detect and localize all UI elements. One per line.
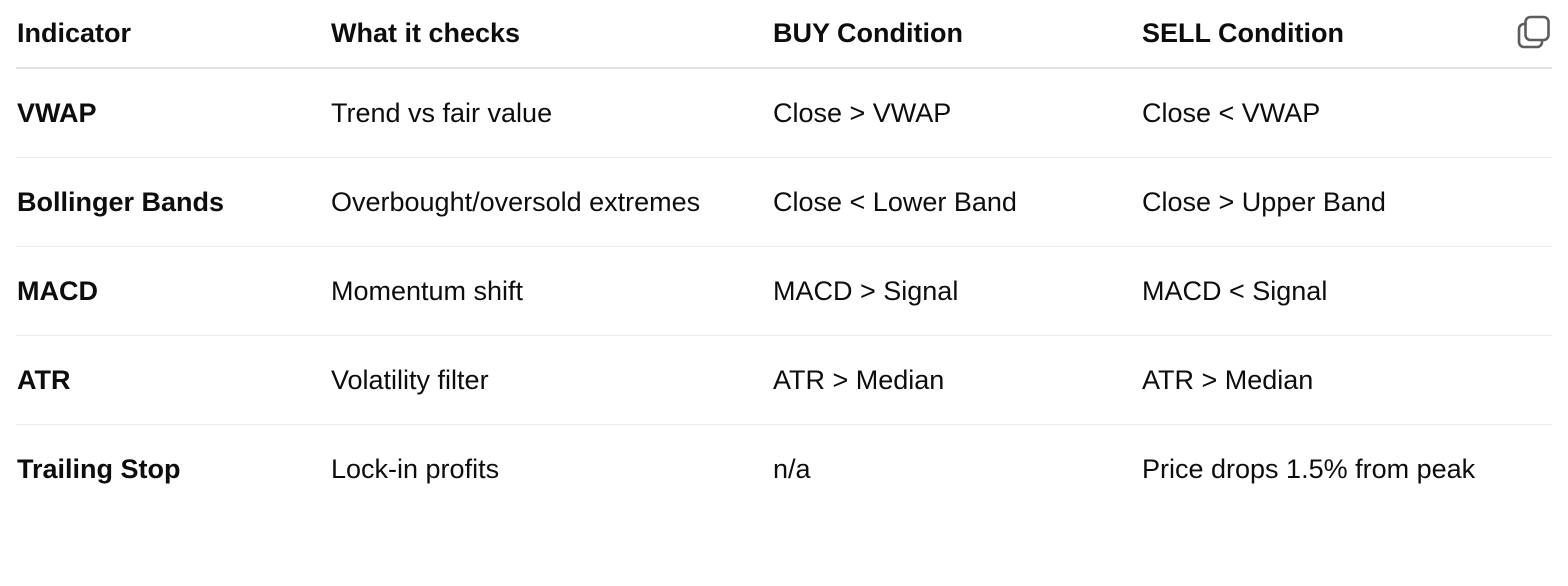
table-row: Trailing Stop Lock-in profits n/a Price … <box>16 425 1552 514</box>
cell-sell-condition: Price drops 1.5% from peak <box>1142 454 1476 484</box>
cell-sell-condition: ATR > Median <box>1141 335 1552 425</box>
cell-indicator: MACD <box>16 246 330 336</box>
cell-buy-condition: Close > VWAP <box>772 68 1141 158</box>
cell-sell-condition: Close > Upper Band <box>1141 157 1552 247</box>
header-indicator: Indicator <box>16 0 330 69</box>
table-row: Bollinger Bands Overbought/oversold extr… <box>16 157 1552 247</box>
cell-indicator: Trailing Stop <box>17 454 181 484</box>
cell-what-it-checks: Momentum shift <box>330 246 772 336</box>
cell-buy-condition: ATR > Median <box>772 335 1141 425</box>
table-row: MACD Momentum shift MACD > Signal MACD <… <box>16 246 1552 336</box>
header-sell-condition: SELL Condition <box>1141 0 1552 69</box>
cell-indicator: ATR <box>16 335 330 425</box>
table-row: ATR Volatility filter ATR > Median ATR >… <box>16 335 1552 425</box>
cell-sell-condition: MACD < Signal <box>1141 246 1552 336</box>
table-header-row: Indicator What it checks BUY Condition S… <box>16 0 1552 69</box>
cell-what-it-checks: Trend vs fair value <box>330 68 772 158</box>
table-row: VWAP Trend vs fair value Close > VWAP Cl… <box>16 68 1552 158</box>
cell-buy-condition: n/a <box>773 454 811 484</box>
header-buy-condition: BUY Condition <box>772 0 1141 69</box>
header-what-it-checks: What it checks <box>330 0 772 69</box>
cell-buy-condition: Close < Lower Band <box>772 157 1141 247</box>
cell-what-it-checks: Volatility filter <box>330 335 772 425</box>
indicator-table: Indicator What it checks BUY Condition S… <box>16 0 1552 513</box>
cell-what-it-checks: Overbought/oversold extremes <box>330 157 772 247</box>
copy-table-button[interactable] <box>1516 14 1552 50</box>
indicator-table-container: Indicator What it checks BUY Condition S… <box>16 0 1552 513</box>
cell-sell-condition: Close < VWAP <box>1141 68 1552 158</box>
cell-indicator: VWAP <box>16 68 330 158</box>
copy-icon <box>1517 15 1550 49</box>
cell-indicator: Bollinger Bands <box>16 157 330 247</box>
cell-what-it-checks: Lock-in profits <box>331 454 500 484</box>
cell-buy-condition: MACD > Signal <box>772 246 1141 336</box>
